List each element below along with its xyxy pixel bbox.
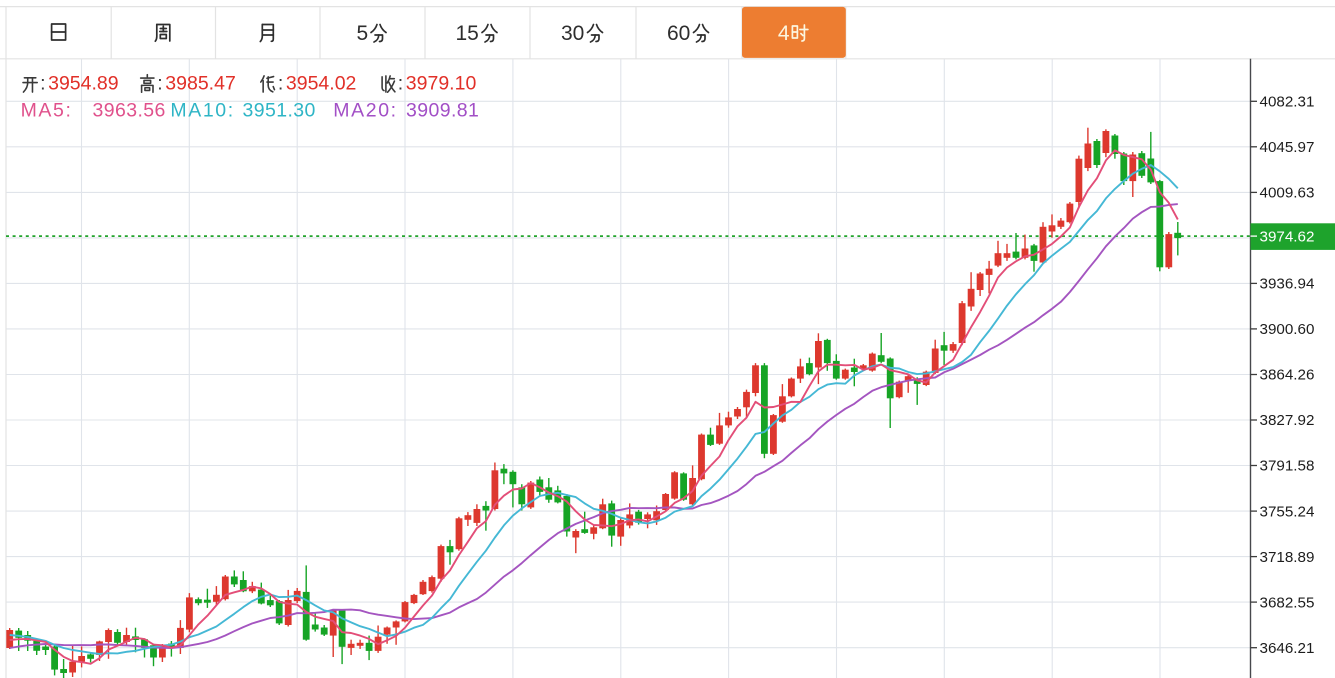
svg-text:4009.63: 4009.63 [1260,185,1315,202]
svg-text:MA5:: MA5: [21,100,73,122]
svg-text::: : [398,73,403,95]
svg-text:4082.31: 4082.31 [1260,94,1315,111]
svg-text:3827.92: 3827.92 [1260,412,1315,429]
svg-text:4045.97: 4045.97 [1260,139,1315,156]
svg-text:3682.55: 3682.55 [1260,594,1315,611]
svg-text:3951.30: 3951.30 [243,100,316,122]
svg-text::: : [278,73,283,95]
svg-text::: : [157,73,162,95]
svg-text:3954.89: 3954.89 [48,73,119,95]
svg-text:3791.58: 3791.58 [1260,458,1315,475]
svg-text:3979.10: 3979.10 [406,73,477,95]
svg-text:3646.21: 3646.21 [1260,640,1315,657]
svg-text:MA20:: MA20: [333,100,397,122]
svg-text:3755.24: 3755.24 [1260,503,1315,520]
svg-text:3963.56: 3963.56 [93,100,166,122]
svg-text:MA10:: MA10: [170,100,234,122]
svg-text:3864.26: 3864.26 [1260,367,1315,384]
svg-text:60: 60 [667,22,690,45]
svg-text:3909.81: 3909.81 [406,100,479,122]
svg-text:15: 15 [456,22,479,45]
svg-text:5: 5 [357,22,369,45]
svg-text:3900.60: 3900.60 [1260,321,1315,338]
svg-text:3936.94: 3936.94 [1260,276,1315,293]
svg-text:3718.89: 3718.89 [1260,549,1315,566]
svg-text:3974.62: 3974.62 [1260,229,1315,246]
svg-text::: : [40,73,45,95]
svg-text:30: 30 [561,22,584,45]
svg-text:4: 4 [778,22,790,45]
svg-text:3954.02: 3954.02 [286,73,357,95]
svg-text:3985.47: 3985.47 [165,73,236,95]
